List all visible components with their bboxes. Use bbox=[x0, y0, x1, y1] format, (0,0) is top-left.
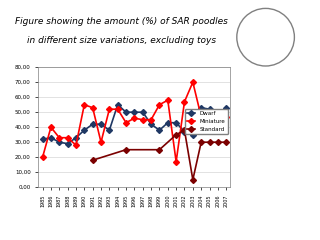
Standard bbox=[208, 141, 212, 144]
Dwarf bbox=[74, 136, 78, 139]
Miniature bbox=[66, 136, 69, 139]
Dwarf bbox=[57, 141, 61, 144]
Dwarf bbox=[157, 129, 161, 132]
Standard bbox=[191, 178, 195, 181]
Miniature bbox=[74, 144, 78, 147]
Miniature bbox=[149, 118, 153, 121]
Dwarf bbox=[116, 103, 120, 106]
Dwarf bbox=[49, 136, 53, 139]
Dwarf bbox=[41, 138, 44, 141]
Dwarf bbox=[191, 133, 195, 136]
Miniature bbox=[132, 117, 136, 120]
Miniature bbox=[224, 115, 228, 118]
Dwarf bbox=[132, 111, 136, 114]
Miniature bbox=[191, 81, 195, 84]
Miniature bbox=[208, 118, 212, 121]
Dwarf bbox=[82, 129, 86, 132]
Miniature bbox=[199, 115, 203, 118]
Standard bbox=[124, 148, 128, 151]
Miniature bbox=[116, 108, 120, 111]
Standard bbox=[216, 141, 220, 144]
Standard bbox=[224, 141, 228, 144]
Text: Figure showing the amount (%) of SAR poodles: Figure showing the amount (%) of SAR poo… bbox=[15, 17, 228, 26]
Miniature bbox=[91, 106, 95, 109]
Dwarf bbox=[66, 142, 69, 145]
Text: in different size variations, excluding toys: in different size variations, excluding … bbox=[27, 36, 216, 45]
Dwarf bbox=[224, 106, 228, 109]
Miniature bbox=[183, 100, 187, 103]
Miniature bbox=[166, 99, 170, 102]
Miniature bbox=[57, 136, 61, 139]
Miniature bbox=[41, 156, 44, 159]
Standard bbox=[199, 141, 203, 144]
Dwarf bbox=[166, 121, 170, 124]
Miniature bbox=[124, 121, 128, 124]
Dwarf bbox=[149, 123, 153, 126]
Miniature bbox=[174, 160, 178, 163]
Miniature bbox=[157, 103, 161, 106]
Dwarf bbox=[216, 112, 220, 115]
Dwarf bbox=[208, 108, 212, 111]
Line: Dwarf: Dwarf bbox=[41, 103, 228, 146]
Line: Standard: Standard bbox=[91, 128, 228, 182]
Standard bbox=[174, 133, 178, 136]
Standard bbox=[157, 148, 161, 151]
Miniature bbox=[49, 126, 53, 129]
Legend: Dwarf, Miniature, Standard: Dwarf, Miniature, Standard bbox=[185, 109, 228, 134]
Dwarf bbox=[91, 123, 95, 126]
Dwarf bbox=[99, 123, 103, 126]
Dwarf bbox=[183, 130, 187, 133]
Miniature bbox=[108, 108, 111, 111]
Dwarf bbox=[174, 121, 178, 124]
Dwarf bbox=[199, 106, 203, 109]
Dwarf bbox=[124, 111, 128, 114]
Dwarf bbox=[108, 129, 111, 132]
Line: Miniature: Miniature bbox=[41, 80, 228, 164]
Miniature bbox=[141, 118, 145, 121]
Miniature bbox=[82, 103, 86, 106]
Standard bbox=[91, 159, 95, 162]
Miniature bbox=[216, 115, 220, 118]
Miniature bbox=[99, 141, 103, 144]
Dwarf bbox=[141, 111, 145, 114]
Standard bbox=[183, 129, 187, 132]
